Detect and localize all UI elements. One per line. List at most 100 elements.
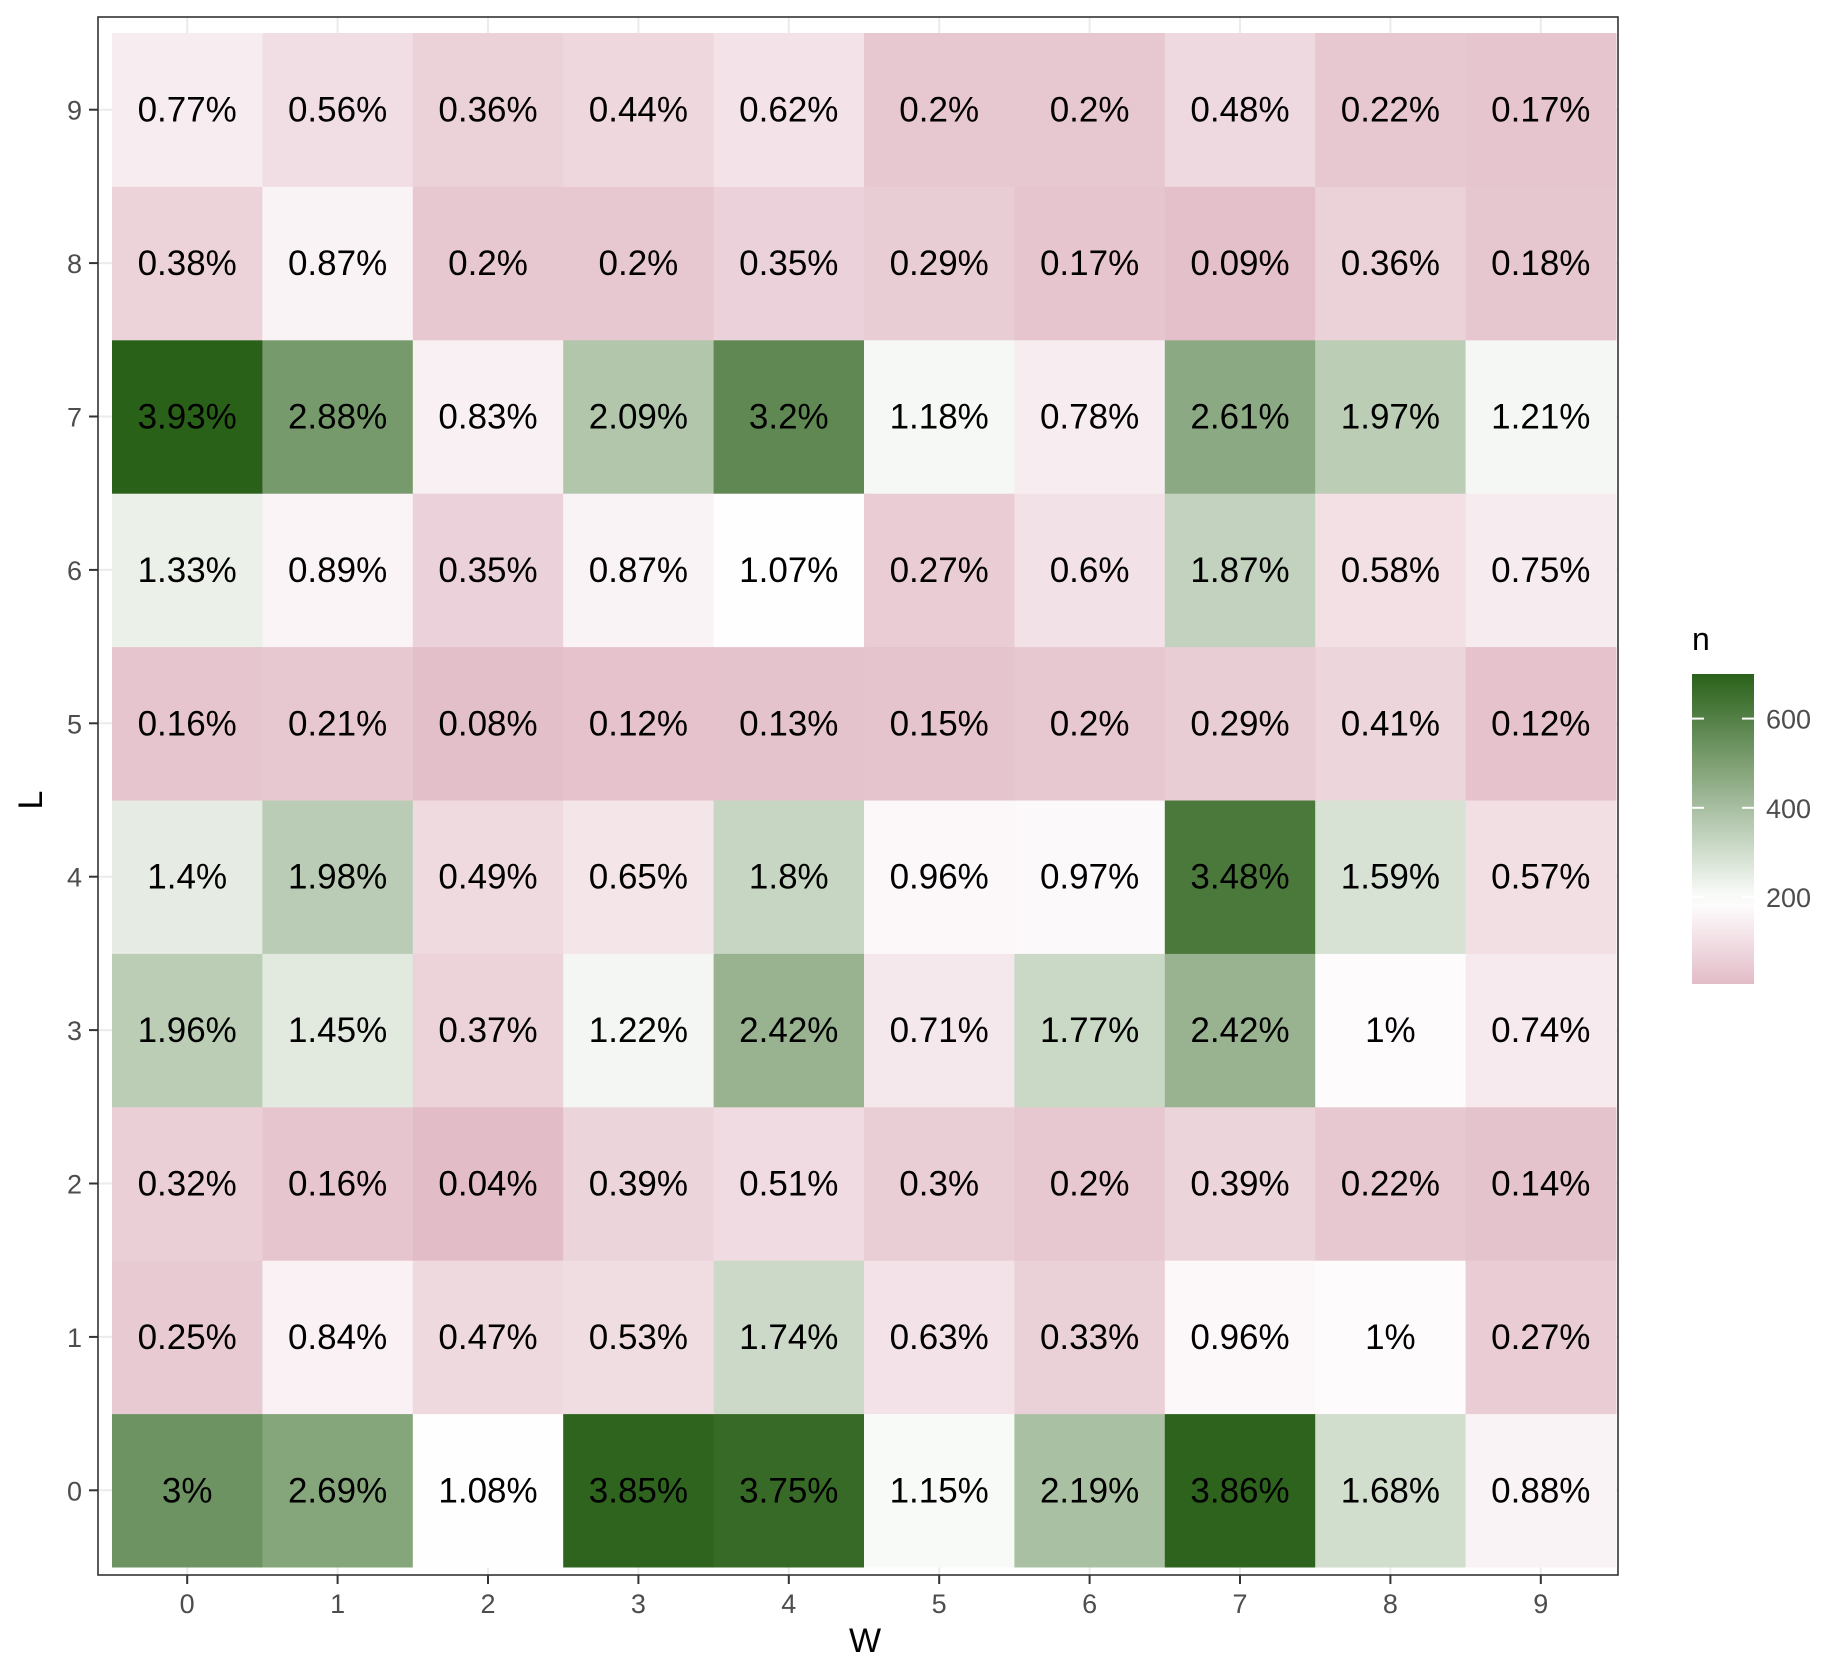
heatmap-cell xyxy=(713,1106,865,1261)
heatmap-cell xyxy=(1465,493,1617,648)
heatmap-cell xyxy=(1164,186,1316,341)
heatmap-cell xyxy=(563,186,715,341)
heatmap-cell xyxy=(1014,800,1166,954)
heatmap-cell xyxy=(563,646,715,801)
heatmap-cell xyxy=(262,339,414,494)
heatmap-cell xyxy=(262,1413,414,1568)
heatmap-cell xyxy=(713,646,865,801)
heatmap-cell xyxy=(1014,1413,1166,1568)
cell-label: 3.93% xyxy=(138,398,237,437)
heatmap-cell xyxy=(864,646,1015,801)
heatmap-cells xyxy=(112,33,1617,1568)
heatmap-cell xyxy=(713,800,865,954)
heatmap-cell xyxy=(112,1106,263,1261)
heatmap-cell xyxy=(563,33,715,187)
y-tick-label: 5 xyxy=(67,709,82,739)
cell-label: 0.2% xyxy=(599,244,679,283)
heatmap-cell xyxy=(1315,646,1467,801)
cell-label: 0.51% xyxy=(739,1165,838,1204)
x-tick-label: 5 xyxy=(932,1589,947,1619)
heatmap-cell xyxy=(412,1413,564,1568)
heatmap-cell xyxy=(1465,33,1617,187)
cell-label: 0.41% xyxy=(1341,704,1440,743)
cell-label: 1.98% xyxy=(288,858,387,897)
cell-label: 1.21% xyxy=(1491,398,1590,437)
cell-label: 3.48% xyxy=(1190,858,1289,897)
cell-label: 0.77% xyxy=(138,91,237,130)
cell-label: 0.2% xyxy=(1050,1165,1130,1204)
cell-label: 0.22% xyxy=(1341,1165,1440,1204)
cell-label: 2.69% xyxy=(288,1471,387,1510)
heatmap-cell xyxy=(262,186,414,341)
cell-label: 1.15% xyxy=(890,1471,989,1510)
cell-label: 0.29% xyxy=(890,244,989,283)
heatmap-cell xyxy=(713,33,865,187)
cell-label: 0.39% xyxy=(1190,1165,1289,1204)
heatmap-cell xyxy=(1465,646,1617,801)
cell-label: 0.35% xyxy=(438,551,537,590)
y-tick-label: 3 xyxy=(67,1016,82,1046)
cell-label: 3% xyxy=(162,1471,213,1510)
cell-label: 0.38% xyxy=(138,244,237,283)
legend-tick-label: 600 xyxy=(1766,705,1811,735)
legend-colorbar xyxy=(1692,674,1754,984)
cell-label: 0.2% xyxy=(448,244,528,283)
cell-label: 0.18% xyxy=(1491,244,1590,283)
heatmap-cell xyxy=(1315,33,1467,187)
heatmap-cell xyxy=(412,493,564,648)
cell-label: 0.3% xyxy=(899,1165,979,1204)
x-tick-label: 2 xyxy=(480,1589,495,1619)
cell-label: 1.77% xyxy=(1040,1011,1139,1050)
cell-labels: 3% 2.69% 1.08% 3.85% 3.75% 1.15% 2.19% 3.86% 1.6… xyxy=(138,91,1591,1511)
heatmap-cell xyxy=(412,1106,564,1261)
cell-label: 1.33% xyxy=(138,551,237,590)
heatmap-cell xyxy=(1315,493,1467,648)
panel-border xyxy=(97,16,1619,1576)
cell-label: 1.96% xyxy=(138,1011,237,1050)
heatmap-cell xyxy=(563,1106,715,1261)
heatmap-cell xyxy=(112,493,263,648)
cell-label: 0.36% xyxy=(438,91,537,130)
cell-label: 0.58% xyxy=(1341,551,1440,590)
cell-label: 0.36% xyxy=(1341,244,1440,283)
cell-label: 3.85% xyxy=(589,1471,688,1510)
heatmap-cell xyxy=(1465,800,1617,954)
heatmap-cell xyxy=(1465,1413,1617,1568)
heatmap-cell xyxy=(412,1260,564,1415)
heatmap-cell xyxy=(1014,1260,1166,1415)
heatmap-cell xyxy=(1465,339,1617,494)
heatmap-cell xyxy=(412,33,564,187)
x-tick-label: 9 xyxy=(1533,1589,1548,1619)
heatmap-cell xyxy=(1164,953,1316,1108)
cell-label: 0.21% xyxy=(288,704,387,743)
y-axis-title: L xyxy=(12,791,50,810)
heatmap-cell xyxy=(864,1260,1015,1415)
heatmap-cell xyxy=(1164,1106,1316,1261)
cell-label: 0.29% xyxy=(1190,704,1289,743)
cell-label: 1.4% xyxy=(147,858,227,897)
y-tick-label: 2 xyxy=(67,1170,82,1200)
cell-label: 0.89% xyxy=(288,551,387,590)
cell-label: 0.62% xyxy=(739,91,838,130)
cell-label: 0.2% xyxy=(1050,704,1130,743)
cell-label: 3.75% xyxy=(739,1471,838,1510)
heatmap-cell xyxy=(1014,493,1166,648)
heatmap-cell xyxy=(1164,339,1316,494)
cell-label: 0.6% xyxy=(1050,551,1130,590)
cell-label: 0.15% xyxy=(890,704,989,743)
heatmap-cell xyxy=(1014,1106,1166,1261)
cell-label: 0.04% xyxy=(438,1165,537,1204)
heatmap-cell xyxy=(1315,1413,1467,1568)
cell-label: 0.88% xyxy=(1491,1471,1590,1510)
heatmap-cell xyxy=(864,493,1015,648)
color-legend: n 200 400 600 xyxy=(1692,621,1811,984)
x-axis: 0 1 2 3 4 5 6 7 8 9 xyxy=(180,1575,1548,1619)
cell-label: 0.33% xyxy=(1040,1318,1139,1357)
heatmap-cell xyxy=(262,493,414,648)
legend-title: n xyxy=(1692,621,1710,657)
cell-label: 1.8% xyxy=(749,858,829,897)
cell-label: 0.96% xyxy=(890,858,989,897)
heatmap-cell xyxy=(864,186,1015,341)
heatmap-cell xyxy=(412,339,564,494)
heatmap-cell xyxy=(412,186,564,341)
